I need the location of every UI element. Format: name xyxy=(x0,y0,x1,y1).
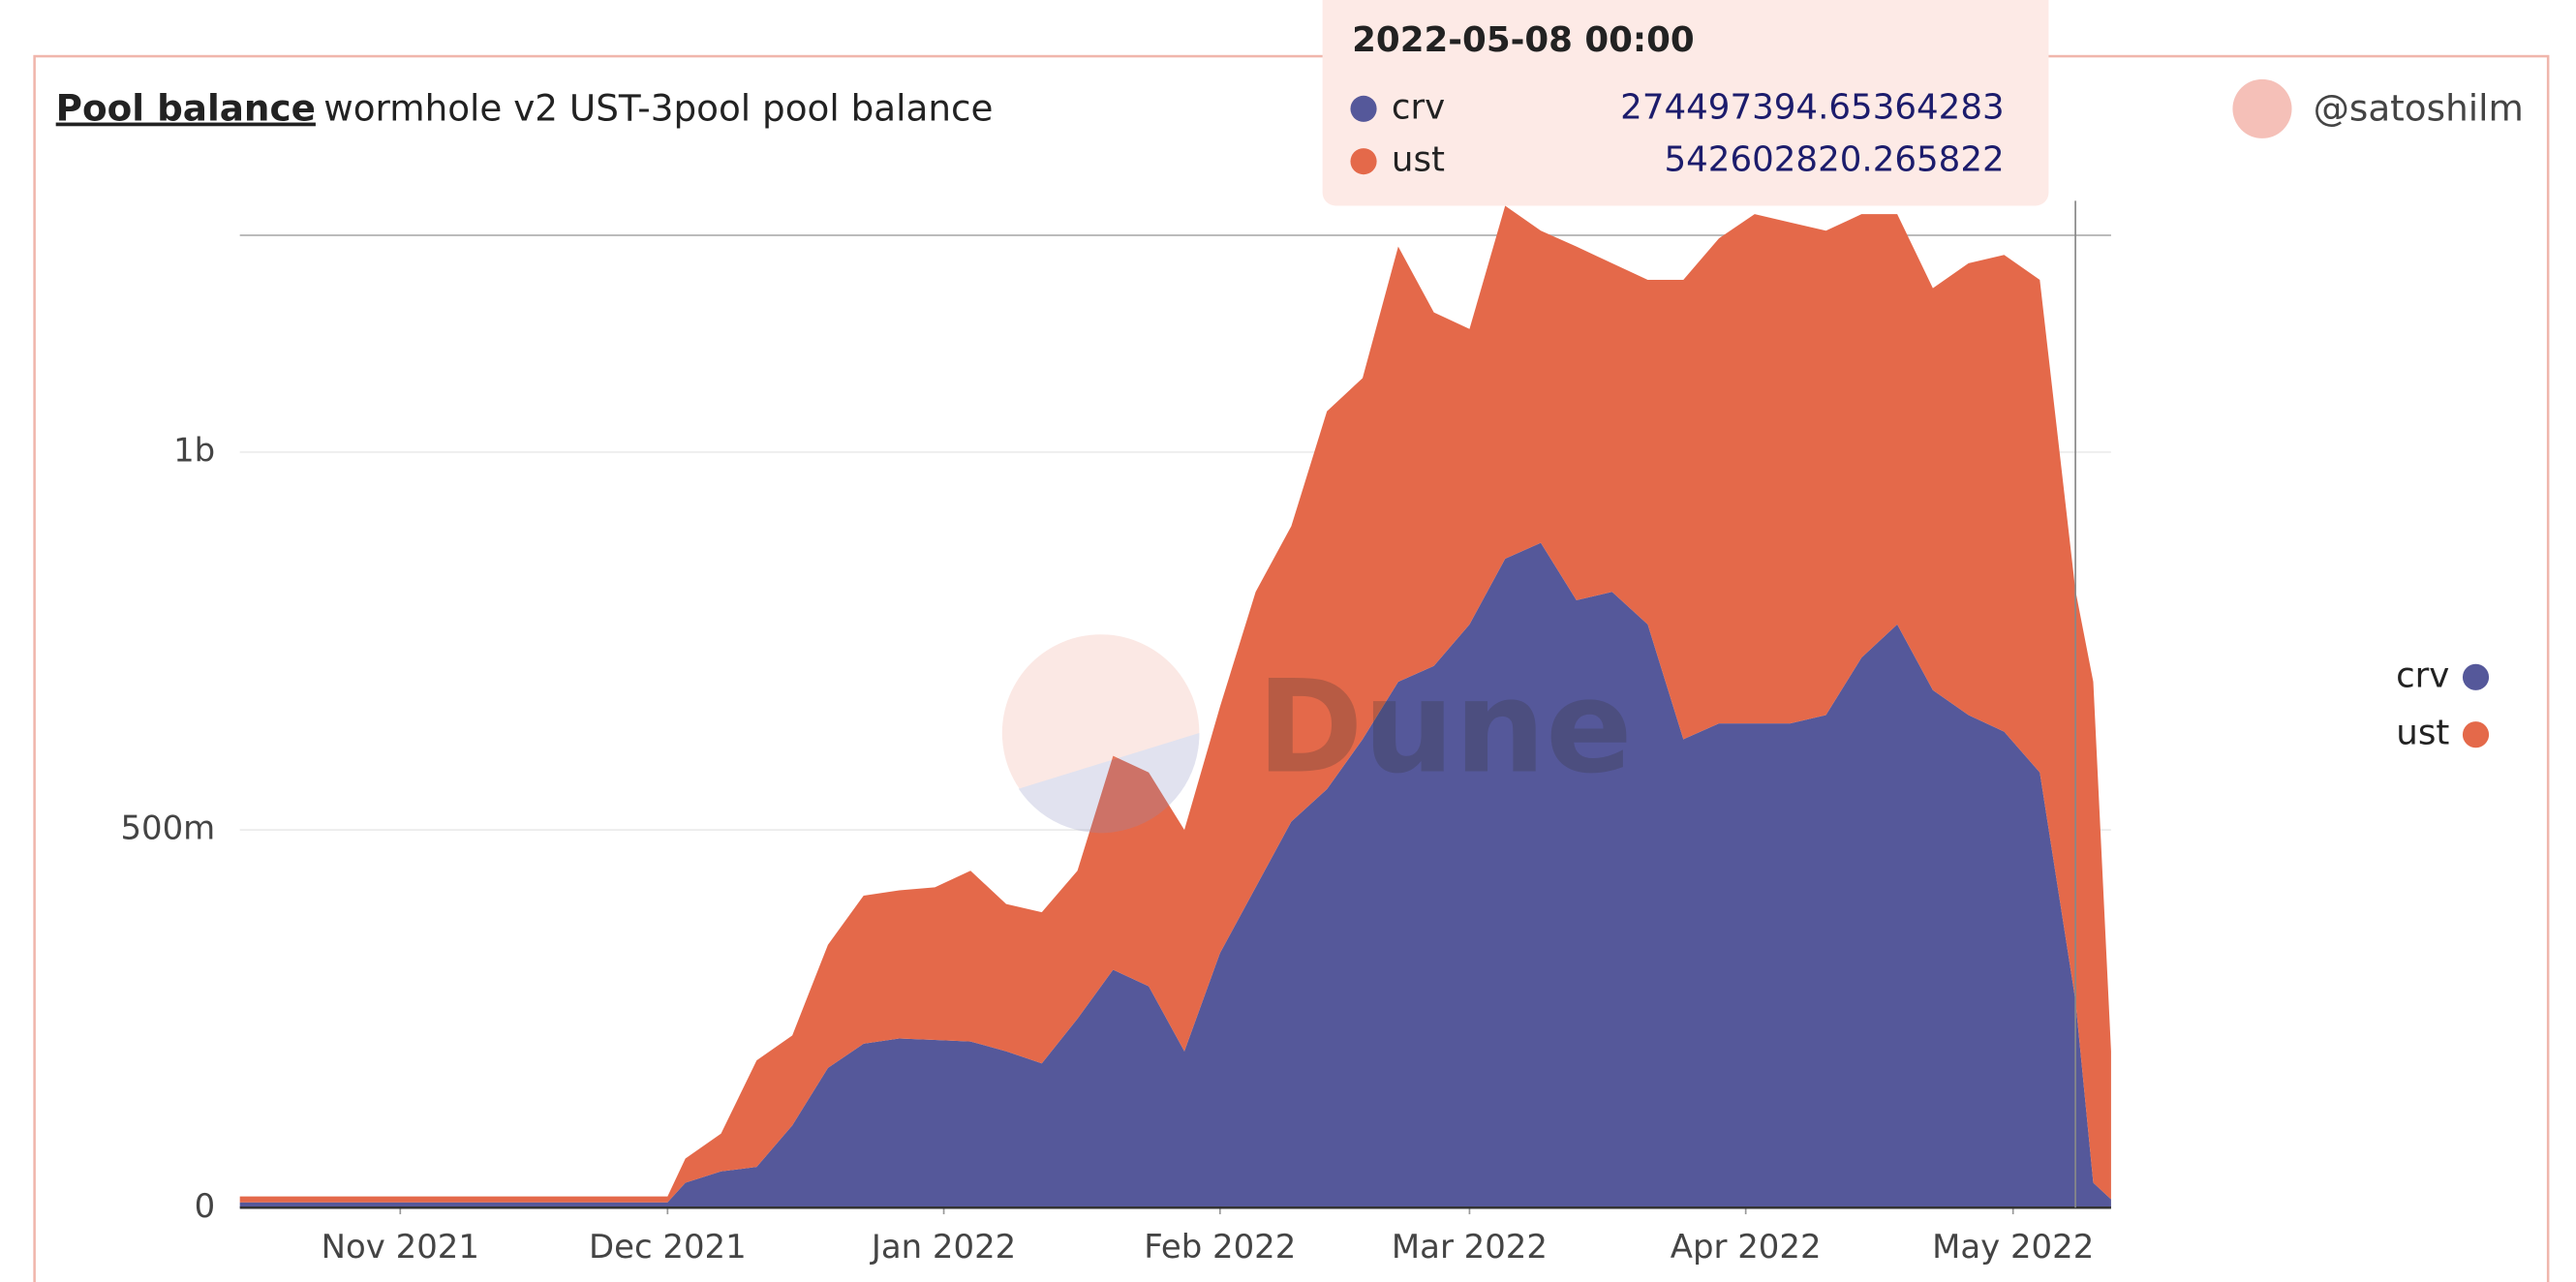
x-tick-label: Mar 2022 xyxy=(1392,1228,1548,1266)
area-crv xyxy=(239,542,2111,1208)
tooltip-name: crv xyxy=(1392,87,1445,127)
watermark-logo-part xyxy=(1018,733,1200,834)
tooltip-name: ust xyxy=(1392,140,1445,180)
card-border xyxy=(33,54,2550,1282)
legend-label: ust xyxy=(2396,714,2449,753)
legend-label: crv xyxy=(2396,656,2449,695)
x-tick-label: Nov 2021 xyxy=(322,1228,479,1266)
tooltip-title: 2022-05-08 00:00 xyxy=(1352,20,1695,60)
x-tick-label: Jan 2022 xyxy=(870,1228,1016,1266)
x-tick-label: Dec 2021 xyxy=(589,1228,747,1266)
chart-subtitle: wormhole v2 UST-3pool pool balance xyxy=(323,87,993,130)
watermark: Dune xyxy=(1001,634,1633,834)
x-tick-label: Apr 2022 xyxy=(1671,1228,1822,1266)
tooltip-swatch xyxy=(1350,148,1377,175)
tooltip-swatch xyxy=(1350,95,1377,122)
area-ust xyxy=(239,205,2111,1203)
legend-swatch xyxy=(2462,663,2490,690)
watermark-logo xyxy=(1001,634,1200,832)
tooltip-value: 274497394.65364283 xyxy=(1620,87,2004,127)
y-tick-label: 0 xyxy=(195,1187,216,1225)
avatar[interactable] xyxy=(2232,78,2292,138)
x-tick-label: Feb 2022 xyxy=(1144,1228,1296,1266)
plot xyxy=(239,200,2111,1215)
tooltip: 2022-05-08 00:00 crv 274497394.65364283 us… xyxy=(1322,0,2049,206)
watermark-text: Dune xyxy=(1257,654,1633,803)
chart-title[interactable]: Pool balance xyxy=(56,87,316,130)
author[interactable]: @satoshilm xyxy=(2314,87,2524,130)
tooltip-value: 542602820.265822 xyxy=(1664,140,2004,180)
x-tick-label: May 2022 xyxy=(1932,1228,2094,1266)
y-tick-label: 1b xyxy=(173,431,215,469)
y-tick-label: 500m xyxy=(120,809,215,847)
tooltip-box xyxy=(1322,0,2049,206)
legend-swatch xyxy=(2462,721,2490,748)
